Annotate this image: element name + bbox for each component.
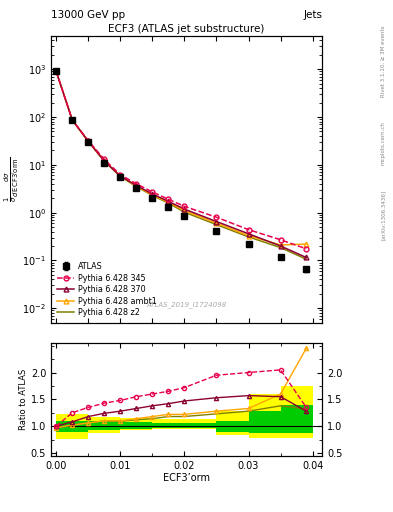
Text: 13000 GeV pp: 13000 GeV pp (51, 10, 125, 20)
Pythia 6.428 z2 (304, 256, 309, 262)
Pythia 6.428 345 (102, 156, 107, 162)
Text: mcplots.cern.ch: mcplots.cern.ch (381, 121, 386, 165)
Pythia 6.428 z2 (86, 138, 91, 144)
Pythia 6.428 370 (86, 138, 91, 144)
Line: Pythia 6.428 370: Pythia 6.428 370 (54, 69, 309, 260)
Pythia 6.428 z2 (150, 193, 155, 199)
Pythia 6.428 z2 (214, 222, 219, 228)
Pythia 6.428 z2 (182, 209, 187, 215)
Pythia 6.428 z2 (70, 117, 75, 123)
Text: Rivet 3.1.10, ≥ 3M events: Rivet 3.1.10, ≥ 3M events (381, 26, 386, 97)
Pythia 6.428 345 (214, 214, 219, 220)
Pythia 6.428 345 (246, 227, 251, 233)
Pythia 6.428 370 (118, 173, 123, 179)
Pythia 6.428 345 (86, 138, 91, 144)
Pythia 6.428 ambt1 (118, 173, 123, 179)
Pythia 6.428 345 (166, 196, 171, 202)
Pythia 6.428 ambt1 (102, 158, 107, 164)
Pythia 6.428 370 (166, 198, 171, 204)
Pythia 6.428 370 (304, 254, 309, 261)
Legend: ATLAS, Pythia 6.428 345, Pythia 6.428 370, Pythia 6.428 ambt1, Pythia 6.428 z2: ATLAS, Pythia 6.428 345, Pythia 6.428 37… (55, 261, 158, 318)
Pythia 6.428 z2 (102, 158, 107, 164)
Pythia 6.428 ambt1 (86, 138, 91, 144)
Pythia 6.428 345 (70, 117, 75, 123)
Pythia 6.428 ambt1 (54, 69, 59, 75)
Pythia 6.428 z2 (246, 234, 251, 240)
Pythia 6.428 z2 (54, 69, 59, 75)
Pythia 6.428 z2 (166, 200, 171, 206)
Title: ECF3 (ATLAS jet substructure): ECF3 (ATLAS jet substructure) (108, 24, 265, 34)
Pythia 6.428 345 (54, 69, 59, 75)
Pythia 6.428 ambt1 (304, 241, 309, 247)
Pythia 6.428 345 (278, 237, 283, 243)
Text: [arXiv:1306.3436]: [arXiv:1306.3436] (381, 190, 386, 240)
Text: Jets: Jets (303, 10, 322, 20)
Text: ATLAS_2019_I1724098: ATLAS_2019_I1724098 (147, 302, 227, 308)
Line: Pythia 6.428 z2: Pythia 6.428 z2 (56, 72, 306, 259)
Pythia 6.428 345 (118, 172, 123, 178)
Line: Pythia 6.428 345: Pythia 6.428 345 (54, 69, 309, 251)
Pythia 6.428 370 (246, 231, 251, 237)
Pythia 6.428 ambt1 (182, 207, 187, 214)
Pythia 6.428 ambt1 (134, 183, 139, 189)
Pythia 6.428 ambt1 (214, 220, 219, 226)
Pythia 6.428 ambt1 (70, 117, 75, 123)
Pythia 6.428 370 (102, 158, 107, 164)
Pythia 6.428 ambt1 (278, 242, 283, 248)
Pythia 6.428 370 (70, 117, 75, 123)
Pythia 6.428 370 (214, 219, 219, 225)
Pythia 6.428 ambt1 (150, 192, 155, 198)
Pythia 6.428 ambt1 (166, 199, 171, 205)
Pythia 6.428 z2 (278, 245, 283, 251)
Pythia 6.428 z2 (118, 174, 123, 180)
Pythia 6.428 z2 (134, 183, 139, 189)
X-axis label: ECF3’orm: ECF3’orm (163, 473, 210, 483)
Pythia 6.428 345 (182, 203, 187, 209)
Y-axis label: $\frac{1}{\sigma}\frac{d\sigma}{d\,\mathrm{ECF3'orm}}$: $\frac{1}{\sigma}\frac{d\sigma}{d\,\math… (3, 157, 21, 202)
Pythia 6.428 370 (134, 182, 139, 188)
Pythia 6.428 345 (150, 189, 155, 195)
Line: Pythia 6.428 ambt1: Pythia 6.428 ambt1 (54, 69, 309, 247)
Pythia 6.428 370 (278, 243, 283, 249)
Pythia 6.428 345 (134, 181, 139, 187)
Pythia 6.428 370 (182, 206, 187, 212)
Pythia 6.428 345 (304, 246, 309, 252)
Pythia 6.428 370 (150, 191, 155, 197)
Pythia 6.428 370 (54, 69, 59, 75)
Pythia 6.428 ambt1 (246, 232, 251, 239)
Y-axis label: Ratio to ATLAS: Ratio to ATLAS (19, 369, 28, 430)
